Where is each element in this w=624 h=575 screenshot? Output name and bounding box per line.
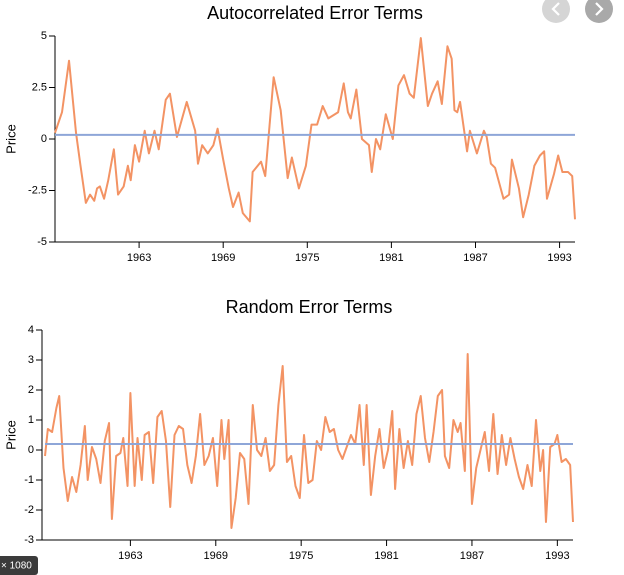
y-tick-label: 1 [28, 414, 34, 426]
y-tick-label: 2.5 [32, 81, 47, 93]
data-line [44, 353, 574, 529]
chart-title: Autocorrelated Error Terms [207, 3, 423, 23]
size-label: × 1080 [1, 561, 32, 572]
y-tick-label: -5 [37, 236, 47, 248]
x-tick-label: 1981 [379, 252, 403, 264]
y-axis-title: Price [3, 420, 18, 450]
data-line [54, 37, 576, 223]
chart: Random Error Terms Price -3 -2 -1 0 1 2 3 4 1963 19… [3, 297, 574, 562]
y-tick-label: -3 [24, 534, 34, 546]
x-tick-label: 1981 [374, 550, 398, 562]
y-tick-label: 5 [41, 30, 47, 42]
y-tick-label: 3 [28, 354, 34, 366]
x-tick-label: 1969 [211, 252, 235, 264]
y-tick-label: 2 [28, 384, 34, 396]
x-tick-label: 1993 [545, 550, 569, 562]
y-axis-title: Price [3, 124, 18, 154]
y-tick-label: 0 [28, 444, 34, 456]
nav-next[interactable] [585, 0, 613, 23]
x-tick-label: 1987 [460, 550, 484, 562]
x-tick-label: 1987 [463, 252, 487, 264]
nav-prev[interactable] [542, 0, 570, 23]
x-tick-label: 1969 [204, 550, 228, 562]
y-tick-label: 4 [28, 324, 34, 336]
size-badge [0, 556, 38, 575]
x-tick-label: 1963 [127, 252, 151, 264]
x-tick-label: 1975 [295, 252, 319, 264]
y-tick-label: 0 [41, 133, 47, 145]
y-tick-label: -2 [24, 504, 34, 516]
chart: Autocorrelated Error Terms Price -5 -2.5 0 2.… [3, 3, 576, 264]
x-tick-label: 1993 [547, 252, 571, 264]
y-tick-label: -2.5 [28, 184, 47, 196]
chart-title: Random Error Terms [226, 297, 393, 317]
x-tick-label: 1975 [289, 550, 313, 562]
y-tick-label: -1 [24, 474, 34, 486]
x-tick-label: 1963 [118, 550, 142, 562]
